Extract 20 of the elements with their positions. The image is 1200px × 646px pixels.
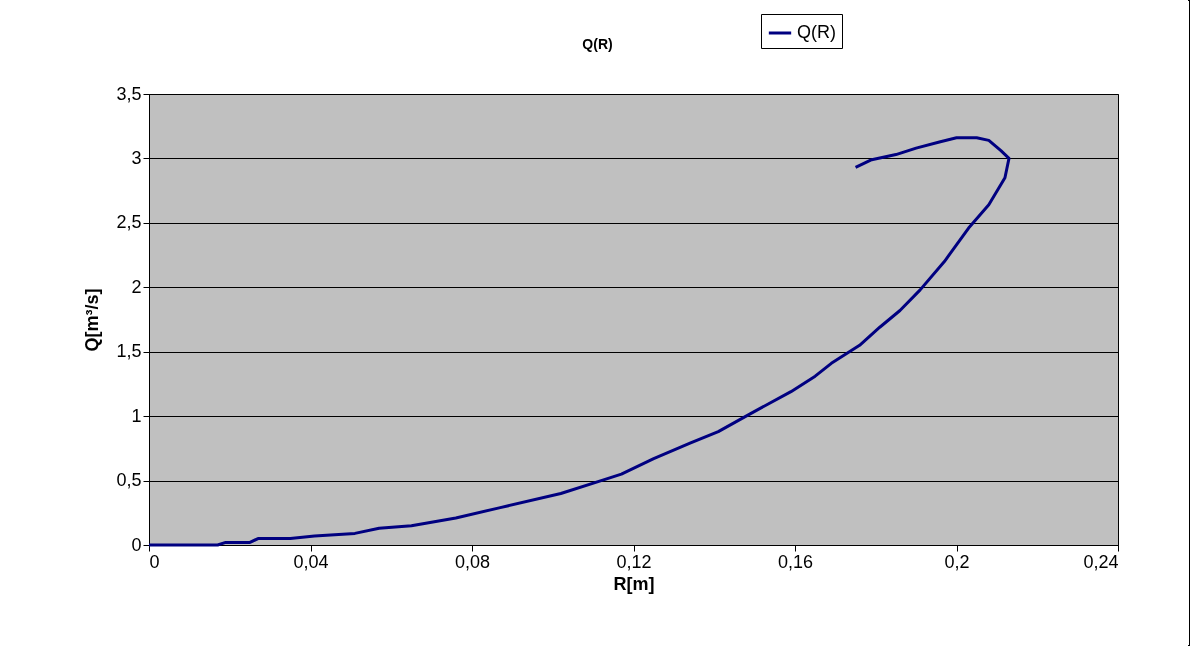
y-tick-label: 3 — [131, 147, 142, 168]
y-tick-label: 1 — [131, 405, 142, 426]
x-tick-label: 0,08 — [454, 551, 491, 572]
x-tick-label: 0,2 — [944, 551, 970, 572]
y-tick-label: 2 — [131, 276, 142, 297]
y-axis-title: Q[m³/s] — [82, 288, 103, 352]
x-tick-label: 0,16 — [777, 551, 814, 572]
chart-title: Q(R) — [582, 35, 613, 52]
x-tick-label: 0,12 — [616, 551, 652, 572]
y-tick-label: 3,5 — [116, 83, 142, 104]
y-tick-label: 1,5 — [116, 341, 142, 362]
x-tick-label: 0,04 — [293, 551, 329, 572]
x-axis-title: R[m] — [613, 573, 655, 594]
legend-label: Q(R) — [797, 22, 836, 42]
line-series — [147, 136, 1011, 547]
x-tick-label: 0,24 — [1083, 551, 1119, 572]
x-tick-label: 0 — [149, 551, 160, 572]
y-tick-label: 0,5 — [116, 470, 142, 491]
y-tick-label: 0 — [131, 534, 142, 555]
y-tick-label: 2,5 — [116, 212, 142, 233]
